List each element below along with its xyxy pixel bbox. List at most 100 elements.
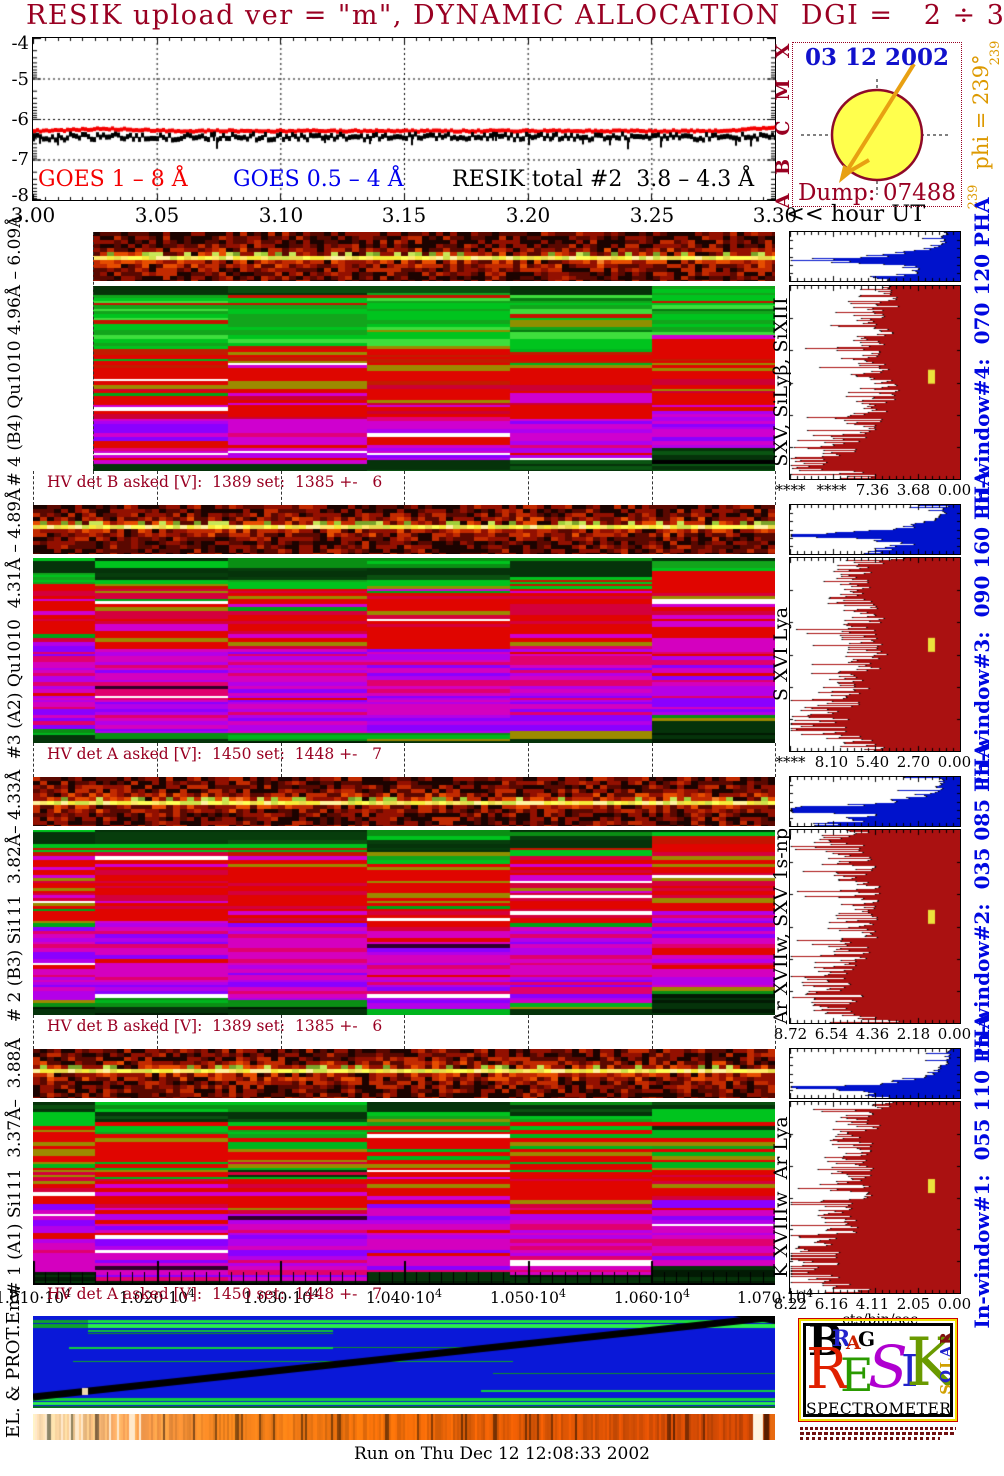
goes-xtick: 3.05 [134, 203, 180, 227]
legend-goes-short: GOES 0.5 – 4 Å [233, 167, 404, 192]
panel4-spectrum-profile [790, 286, 960, 479]
legend-resik-total: RESIK total #2 3.8 – 4.3 Å [452, 167, 755, 192]
time-gridline-dash [652, 1015, 653, 1049]
pha-tick: 2.18 [896, 1025, 931, 1043]
time-axis-tick: 1.010·104 [0, 1287, 72, 1308]
time-axis-tick: 1.040·104 [365, 1287, 443, 1308]
goes-lightcurve-canvas [33, 38, 775, 200]
logo-letter-a-small: A [846, 1332, 861, 1354]
time-gridline-dash [281, 743, 282, 777]
logo-letter-i: I [901, 1346, 919, 1397]
logo-content: B R A G R E S I K SOLAR SPECTROMETER [803, 1323, 953, 1417]
hour-ut-axis-note: << hour UT [786, 201, 926, 227]
panel2-dump-strip [33, 777, 775, 826]
time-axis-tick: 1.050·104 [489, 1287, 567, 1308]
panel4-hv-status: HV det B asked [V]: 1389 set: 1385 +- 6 [47, 473, 383, 491]
pha-tick: 6.54 [814, 1025, 849, 1043]
pha-tick: 2.05 [896, 1295, 931, 1313]
pha-tick: 8.72 [773, 1025, 808, 1043]
pha-tick: 3.68 [896, 481, 931, 499]
pha-tick: 6.16 [814, 1295, 849, 1313]
telemetry-strip [33, 1414, 775, 1440]
goes-ytick: -6 [11, 109, 29, 130]
run-timestamp: Run on Thu Dec 12 12:08:33 2002 [354, 1444, 650, 1464]
time-gridline-dash [528, 743, 529, 777]
pha-tick: 2.70 [896, 753, 931, 771]
panel4-inwindow-label: In-window#4: 070 120 PHA [970, 197, 994, 513]
pha-tick: 0.00 [937, 1025, 972, 1043]
flare-arrow-line [843, 62, 916, 176]
goes-class-x: X [772, 43, 794, 59]
goes-xtick: 3.30 [752, 203, 798, 227]
observation-date: 03 12 2002 [804, 44, 950, 71]
logo-letter-b: B [808, 1323, 844, 1365]
logo-credits-illegible [800, 1437, 940, 1440]
time-gridline-dash [528, 471, 529, 505]
panel3-spectrogram [33, 558, 775, 743]
goes-class-m: M [772, 79, 794, 101]
panel1-dump-strip [33, 1049, 775, 1098]
time-axis-tick: 1.030·104 [242, 1287, 320, 1308]
panel1-spectrogram [33, 1102, 775, 1285]
goes-xtick: 3.15 [381, 203, 427, 227]
time-gridline-dash [652, 743, 653, 777]
panel2-spectrogram [33, 830, 775, 1015]
time-gridline-dash [775, 471, 776, 505]
pha-tick: 0.00 [937, 481, 972, 499]
time-gridline-dash [652, 471, 653, 505]
time-gridline-dash [281, 471, 282, 505]
time-gridline-dash [775, 1015, 776, 1049]
panel4-line-ids: SXV, SiLyβ, SiXIII [770, 297, 792, 467]
logo-letter-g-small: G [858, 1327, 876, 1351]
goes-xtick: 3.25 [629, 203, 675, 227]
panel1-inwindow-label: In-window#1: 055 110 PHA [970, 1013, 994, 1329]
pha-tick: 8.22 [773, 1295, 808, 1313]
time-gridline-dash [404, 1015, 405, 1049]
panel3-line-ids: S XVI Lya [770, 606, 792, 702]
logo-letter-s: S [868, 1333, 908, 1401]
panel2-hv-status: HV det B asked [V]: 1389 set: 1385 +- 6 [47, 1017, 383, 1035]
time-gridline-dash [404, 743, 405, 777]
pha-tick: 7.36 [855, 481, 890, 499]
goes-class-c: C [772, 120, 794, 136]
pha-tick: **** [816, 481, 847, 499]
pha-tick: 0.00 [937, 1295, 972, 1313]
goes-xtick: 3.20 [505, 203, 551, 227]
panel3-pha-histogram [790, 505, 960, 554]
sun-disk-graphic [801, 62, 951, 195]
panel3-hv-status: HV det A asked [V]: 1450 set: 1448 +- 7 [47, 745, 383, 763]
time-gridline-dash [33, 743, 34, 777]
time-axis-line [33, 1283, 775, 1285]
time-axis-tick: 1.070·104 [736, 1287, 814, 1308]
panel1-channel-label: # 1 (A1) Si111 3.37Å– 3.88Å [5, 1038, 25, 1296]
logo-letter-r: R [806, 1337, 849, 1402]
panel1-pha-axis: 8.22 6.16 4.11 2.05 0.00 [770, 1295, 975, 1313]
logo-letter-e: E [840, 1348, 874, 1402]
panel1-pha-histogram [790, 1049, 960, 1098]
time-gridline-dash [281, 1015, 282, 1049]
page-title: RESIK upload ver = "m", DYNAMIC ALLOCATI… [26, 0, 1004, 31]
pha-tick: 4.11 [855, 1295, 890, 1313]
panel2-pha-axis: 8.72 6.54 4.36 2.18 0.00 [770, 1025, 975, 1043]
panel1-line-ids: K XVIIIw Ar Lya [770, 1116, 792, 1278]
time-axis-tick: 1.060·104 [613, 1287, 691, 1308]
pha-tick: 8.10 [814, 753, 849, 771]
panel4-channel-label: # 4 (B4) Qu1010 4.96Å – 6.09Å [5, 215, 25, 487]
panel2-channel-label: # 2 (B3) Si111 3.82Å– 4.33Å [5, 769, 25, 1023]
time-axis-tick: 1.020·104 [118, 1287, 196, 1308]
time-gridline-dash [528, 1015, 529, 1049]
sun-pointing-box: 03 12 2002 Dump: 07488 [792, 42, 962, 207]
goes-ytick: -7 [11, 149, 29, 170]
logo-letter-r-small: R [832, 1326, 851, 1352]
time-gridline-dash [33, 471, 34, 505]
time-gridline-dash [33, 1015, 34, 1049]
panel2-inwindow-label: In-window#2: 035 085 PHA [970, 742, 994, 1058]
panel1-hv-status: HV det A asked [V]: 1450 set: 1448 +- 7 [47, 1285, 383, 1303]
panel3-inwindow-label: In-window#3: 090 160 PHA [970, 470, 994, 786]
pha-tick: 4.36 [855, 1025, 890, 1043]
panel2-line-ids: Ar XVIIw, SXV 1s-np [770, 827, 792, 1025]
goes-ytick: -4 [11, 33, 29, 54]
logo-credits-illegible [800, 1432, 956, 1435]
panel1-spectrum-profile [790, 1102, 960, 1293]
